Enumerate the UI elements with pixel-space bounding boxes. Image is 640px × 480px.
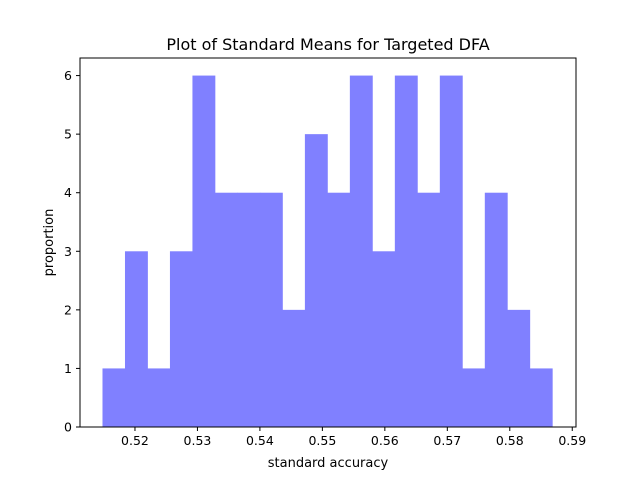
x-tick-label: 0.52 bbox=[121, 433, 149, 448]
histogram-bar bbox=[462, 368, 486, 427]
histogram-bar bbox=[327, 192, 351, 427]
y-axis-ticks: 0 1 2 3 4 5 6 bbox=[64, 68, 80, 435]
histogram-bar bbox=[282, 309, 306, 427]
histogram-bar bbox=[304, 134, 328, 427]
y-tick-label: 1 bbox=[64, 361, 72, 376]
histogram-bar bbox=[147, 368, 171, 427]
histogram-bar bbox=[417, 192, 441, 427]
y-tick-label: 0 bbox=[64, 420, 72, 435]
histogram-bar bbox=[529, 368, 553, 427]
x-tick-label: 0.59 bbox=[558, 433, 586, 448]
histogram-bar bbox=[507, 309, 531, 427]
histogram-bar bbox=[349, 75, 373, 427]
x-tick-label: 0.53 bbox=[184, 433, 212, 448]
histogram-bar bbox=[237, 192, 261, 427]
histogram-bar bbox=[214, 192, 238, 427]
y-tick-label: 3 bbox=[64, 244, 72, 259]
axes-frame bbox=[79, 57, 577, 428]
histogram-bar bbox=[259, 192, 283, 427]
histogram-bar bbox=[169, 251, 193, 427]
y-tick-label: 6 bbox=[64, 68, 72, 83]
histogram-bars bbox=[102, 75, 553, 427]
chart-title: Plot of Standard Means for Targeted DFA bbox=[166, 35, 489, 54]
x-tick-label: 0.57 bbox=[433, 433, 461, 448]
histogram-bar bbox=[102, 368, 126, 427]
x-tick-label: 0.54 bbox=[246, 433, 274, 448]
x-tick-label: 0.56 bbox=[371, 433, 399, 448]
y-axis-label: proportion bbox=[42, 209, 57, 277]
histogram-bar bbox=[484, 192, 508, 427]
x-axis-label: standard accuracy bbox=[268, 456, 389, 471]
histogram-bar bbox=[192, 75, 216, 427]
x-axis-ticks: 0.52 0.53 0.54 0.55 0.56 0.57 0.58 0.59 bbox=[121, 427, 586, 448]
histogram-bar bbox=[439, 75, 463, 427]
histogram-bar bbox=[124, 251, 148, 427]
x-tick-label: 0.55 bbox=[308, 433, 336, 448]
histogram-bar bbox=[372, 251, 396, 427]
y-tick-label: 5 bbox=[64, 127, 72, 142]
y-tick-label: 2 bbox=[64, 302, 72, 317]
histogram-bar bbox=[394, 75, 418, 427]
y-tick-label: 4 bbox=[64, 185, 72, 200]
x-tick-label: 0.58 bbox=[496, 433, 524, 448]
